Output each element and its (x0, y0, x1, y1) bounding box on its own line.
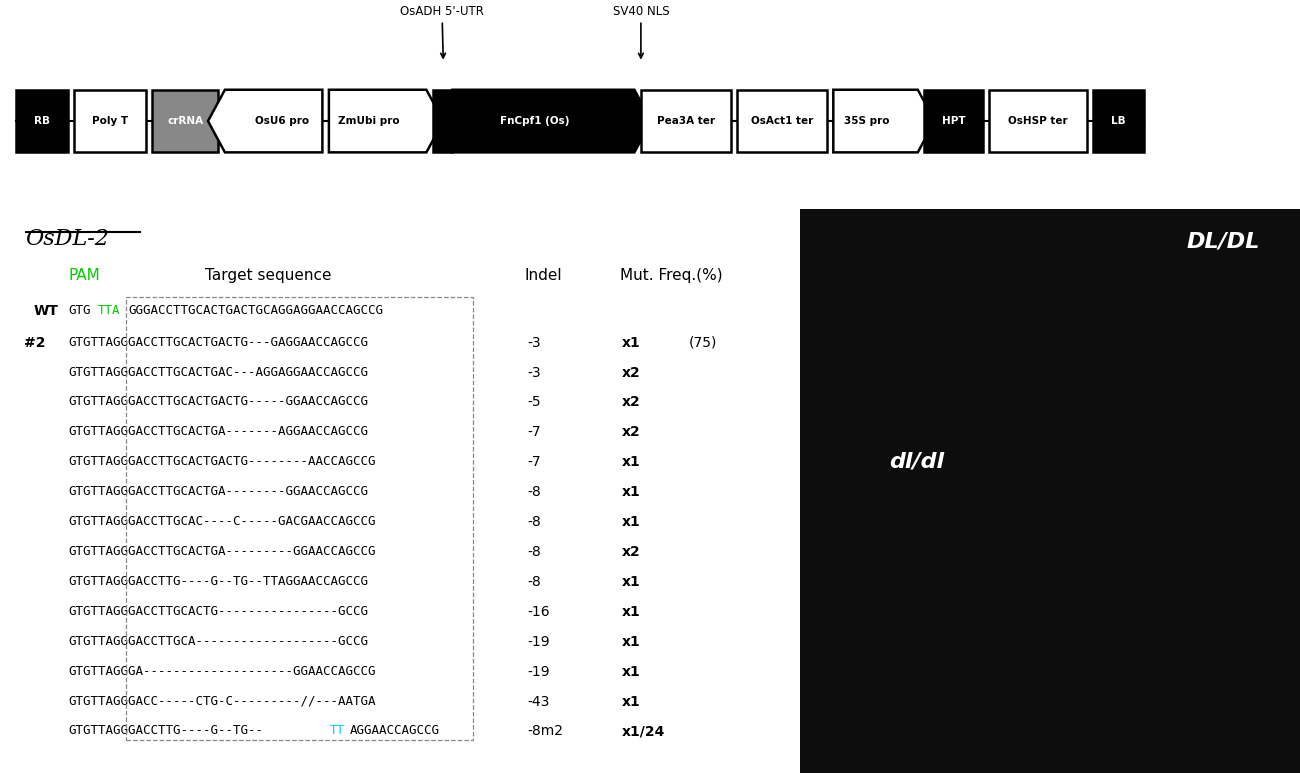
Text: GTGTTAGGGA--------------------GGAACCAGCCG: GTGTTAGGGA--------------------GGAACCAGCC… (68, 665, 376, 678)
Text: -3: -3 (528, 335, 541, 349)
Text: GTGTTAGGGACCTTGCACTGACTG-----GGAACCAGCCG: GTGTTAGGGACCTTGCACTGACTG-----GGAACCAGCCG (68, 396, 368, 408)
Text: TTA: TTA (99, 304, 121, 316)
Bar (16, 90, 68, 152)
Text: -8: -8 (528, 485, 541, 499)
Polygon shape (329, 90, 443, 152)
Text: GTGTTAGGGACCTTGCACTGACTG---GAGGAACCAGCCG: GTGTTAGGGACCTTGCACTGACTG---GAGGAACCAGCCG (68, 335, 368, 349)
Text: AGGAACCAGCCG: AGGAACCAGCCG (350, 724, 439, 737)
Text: OsHSP ter: OsHSP ter (1009, 116, 1067, 126)
Text: crRNA: crRNA (168, 116, 203, 126)
Polygon shape (208, 90, 322, 152)
Bar (737, 90, 827, 152)
Text: 35S pro: 35S pro (845, 116, 889, 126)
Text: x1: x1 (621, 485, 641, 499)
Text: -3: -3 (528, 366, 541, 380)
Text: x1: x1 (621, 335, 641, 349)
Text: (75): (75) (689, 335, 718, 349)
Text: -5: -5 (528, 396, 541, 410)
Text: -19: -19 (528, 635, 550, 649)
Text: LB: LB (1112, 116, 1126, 126)
Text: OsAct1 ter: OsAct1 ter (751, 116, 812, 126)
Bar (641, 90, 731, 152)
Text: TT: TT (330, 724, 344, 737)
Text: HPT: HPT (941, 116, 966, 126)
Text: -7: -7 (528, 455, 541, 469)
Text: -8: -8 (528, 545, 541, 559)
Text: x1/24: x1/24 (621, 724, 666, 738)
Text: FnCpf1 (Os): FnCpf1 (Os) (500, 116, 569, 126)
Bar (989, 90, 1087, 152)
Text: -43: -43 (528, 695, 550, 709)
Text: Mut. Freq.(%): Mut. Freq.(%) (620, 268, 723, 283)
Text: GTGTTAGGGACCTTGCACTGA--------GGAACCAGCCG: GTGTTAGGGACCTTGCACTGA--------GGAACCAGCCG (68, 485, 368, 499)
Bar (1093, 90, 1144, 152)
Text: GTGTTAGGGACCTTGCACTGAC---AGGAGGAACCAGCCG: GTGTTAGGGACCTTGCACTGAC---AGGAGGAACCAGCCG (68, 366, 368, 379)
Text: GTGTTAGGGACC-----CTG-C---------//---AATGA: GTGTTAGGGACC-----CTG-C---------//---AATG… (68, 695, 376, 707)
Text: x2: x2 (621, 396, 641, 410)
Text: x2: x2 (621, 366, 641, 380)
Text: -16: -16 (528, 604, 550, 619)
Polygon shape (833, 90, 935, 152)
Text: GTG: GTG (68, 304, 91, 316)
Text: Indel: Indel (525, 268, 563, 283)
Text: ZmUbi pro: ZmUbi pro (338, 116, 400, 126)
Text: GTGTTAGGGACCTTGCA-------------------GCCG: GTGTTAGGGACCTTGCA-------------------GCCG (68, 635, 368, 648)
Text: GTGTTAGGGACCTTGCACTGACTG--------AACCAGCCG: GTGTTAGGGACCTTGCACTGACTG--------AACCAGCC… (68, 455, 376, 468)
Text: GTGTTAGGGACCTTGCACTGA---------GGAACCAGCCG: GTGTTAGGGACCTTGCACTGA---------GGAACCAGCC… (68, 545, 376, 558)
Text: Target sequence: Target sequence (204, 268, 332, 283)
Text: x1: x1 (621, 665, 641, 679)
Text: GTGTTAGGGACCTTGCAC----C-----GACGAACCAGCCG: GTGTTAGGGACCTTGCAC----C-----GACGAACCAGCC… (68, 515, 376, 528)
Bar (74, 90, 146, 152)
Text: PAM: PAM (68, 268, 100, 283)
Text: -7: -7 (528, 425, 541, 439)
Text: dl/dl: dl/dl (889, 451, 945, 472)
Text: GTGTTAGGGACCTTGCACTG----------------GCCG: GTGTTAGGGACCTTGCACTG----------------GCCG (68, 604, 368, 618)
Text: GTGTTAGGGACCTTG----G--TG--: GTGTTAGGGACCTTG----G--TG-- (68, 724, 263, 737)
Text: GTGTTAGGGACCTTG----G--TG--TTAGGAACCAGCCG: GTGTTAGGGACCTTG----G--TG--TTAGGAACCAGCCG (68, 575, 368, 588)
Text: SV40 NLS: SV40 NLS (612, 5, 670, 58)
Text: Poly T: Poly T (92, 116, 127, 126)
Text: GTGTTAGGGACCTTGCACTGA-------AGGAACCAGCCG: GTGTTAGGGACCTTGCACTGA-------AGGAACCAGCCG (68, 425, 368, 438)
Bar (433, 90, 452, 152)
Text: -19: -19 (528, 665, 550, 679)
Text: RB: RB (34, 116, 49, 126)
Text: x1: x1 (621, 604, 641, 619)
Text: DL/DL: DL/DL (1187, 231, 1260, 251)
Text: WT: WT (34, 304, 58, 318)
Text: x1: x1 (621, 455, 641, 469)
Text: -8: -8 (528, 515, 541, 530)
Text: #2: #2 (23, 335, 46, 349)
Text: x1: x1 (621, 695, 641, 709)
Text: -8m2: -8m2 (528, 724, 564, 738)
Text: OsU6 pro: OsU6 pro (255, 116, 309, 126)
Text: x2: x2 (621, 425, 641, 439)
Bar (152, 90, 218, 152)
Bar (924, 90, 983, 152)
Text: OsADH 5'-UTR: OsADH 5'-UTR (400, 5, 484, 58)
Text: x1: x1 (621, 575, 641, 589)
Text: OsDL-2: OsDL-2 (26, 229, 109, 250)
Text: x1: x1 (621, 515, 641, 530)
Text: Pea3A ter: Pea3A ter (656, 116, 715, 126)
Text: GGGACCTTGCACTGACTGCAGGAGGAACCAGCCG: GGGACCTTGCACTGACTGCAGGAGGAACCAGCCG (129, 304, 384, 316)
Text: x2: x2 (621, 545, 641, 559)
Text: x1: x1 (621, 635, 641, 649)
Polygon shape (452, 90, 651, 152)
Text: -8: -8 (528, 575, 541, 589)
